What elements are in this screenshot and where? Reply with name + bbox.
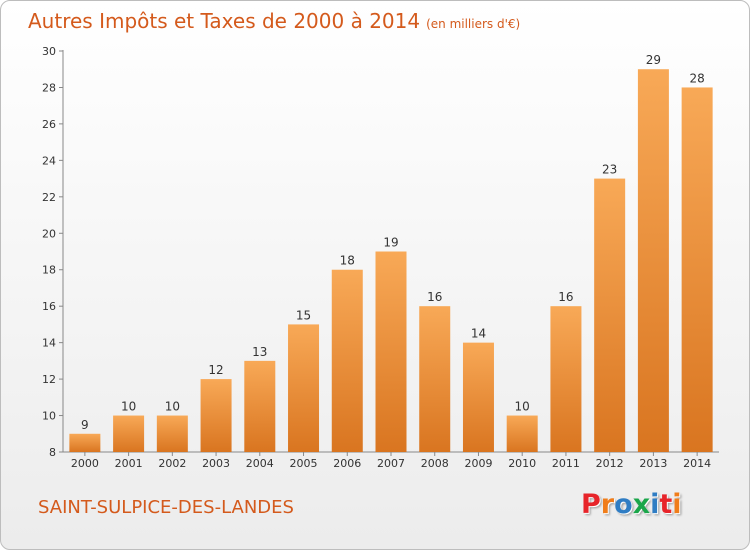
- chart-title: Autres Impôts et Taxes de 2000 à 2014 (en…: [28, 9, 520, 33]
- x-tick-label: 2009: [464, 457, 492, 470]
- x-tick-label: 2011: [552, 457, 580, 470]
- x-tick-label: 2000: [71, 457, 99, 470]
- bar: [113, 415, 145, 452]
- data-label: 15: [296, 308, 311, 322]
- data-label: 19: [383, 236, 398, 250]
- data-label: 23: [602, 163, 617, 177]
- y-tick-label: 12: [42, 373, 56, 386]
- data-label: 10: [121, 400, 136, 414]
- y-tick-label: 20: [42, 227, 56, 240]
- brand-letter: i: [650, 489, 660, 520]
- data-label: 14: [471, 327, 486, 341]
- bar: [69, 433, 101, 452]
- y-tick-label: 14: [42, 337, 56, 350]
- bar: [637, 69, 669, 453]
- data-label: 10: [515, 400, 530, 414]
- bar: [594, 178, 626, 452]
- brand-letter: P: [581, 489, 601, 520]
- y-tick-label: 30: [42, 45, 56, 58]
- x-tick-label: 2004: [246, 457, 274, 470]
- brand-letter: r: [600, 489, 615, 520]
- bar: [375, 251, 407, 452]
- y-tick-label: 10: [42, 410, 56, 423]
- x-tick-label: 2012: [596, 457, 624, 470]
- data-label: 29: [646, 53, 661, 67]
- brand-letter: x: [632, 489, 651, 520]
- chart-title-text: Autres Impôts et Taxes de 2000 à 2014: [28, 9, 421, 33]
- x-tick-label: 2005: [290, 457, 318, 470]
- y-tick-label: 18: [42, 264, 56, 277]
- x-tick-label: 2008: [421, 457, 449, 470]
- bar: [288, 324, 320, 452]
- x-tick-label: 2013: [639, 457, 667, 470]
- commune-name: SAINT-SULPICE-DES-LANDES: [38, 497, 294, 518]
- x-tick-label: 2003: [202, 457, 230, 470]
- bar: [681, 87, 713, 453]
- x-tick-label: 2014: [683, 457, 711, 470]
- bar: [419, 306, 451, 452]
- chart-subtitle: (en milliers d'€): [426, 17, 521, 31]
- y-tick-label: 22: [42, 191, 56, 204]
- bar: [462, 342, 494, 452]
- y-tick-label: 26: [42, 118, 56, 131]
- data-label: 16: [427, 290, 442, 304]
- bar: [506, 415, 538, 452]
- x-tick-label: 2006: [333, 457, 361, 470]
- y-tick-label: 24: [42, 154, 56, 167]
- data-label: 12: [208, 363, 223, 377]
- data-label: 18: [340, 254, 355, 268]
- brand-letter: i: [672, 489, 682, 520]
- bar: [200, 379, 232, 452]
- bar: [244, 360, 276, 452]
- x-tick-label: 2002: [158, 457, 186, 470]
- data-label: 9: [81, 418, 89, 432]
- bar: [156, 415, 188, 452]
- y-tick-label: 8: [49, 446, 56, 459]
- proxiti-logo: Proxiti: [581, 489, 682, 520]
- data-label: 16: [558, 290, 573, 304]
- x-tick-label: 2007: [377, 457, 405, 470]
- x-tick-label: 2001: [115, 457, 143, 470]
- y-tick-label: 28: [42, 81, 56, 94]
- data-label: 13: [252, 345, 267, 359]
- data-label: 10: [165, 400, 180, 414]
- bar: [331, 269, 363, 452]
- y-tick-label: 16: [42, 300, 56, 313]
- brand-letter: o: [614, 489, 633, 520]
- data-label: 28: [689, 71, 704, 85]
- brand-letter: t: [659, 489, 673, 520]
- bar: [550, 306, 582, 452]
- x-tick-label: 2010: [508, 457, 536, 470]
